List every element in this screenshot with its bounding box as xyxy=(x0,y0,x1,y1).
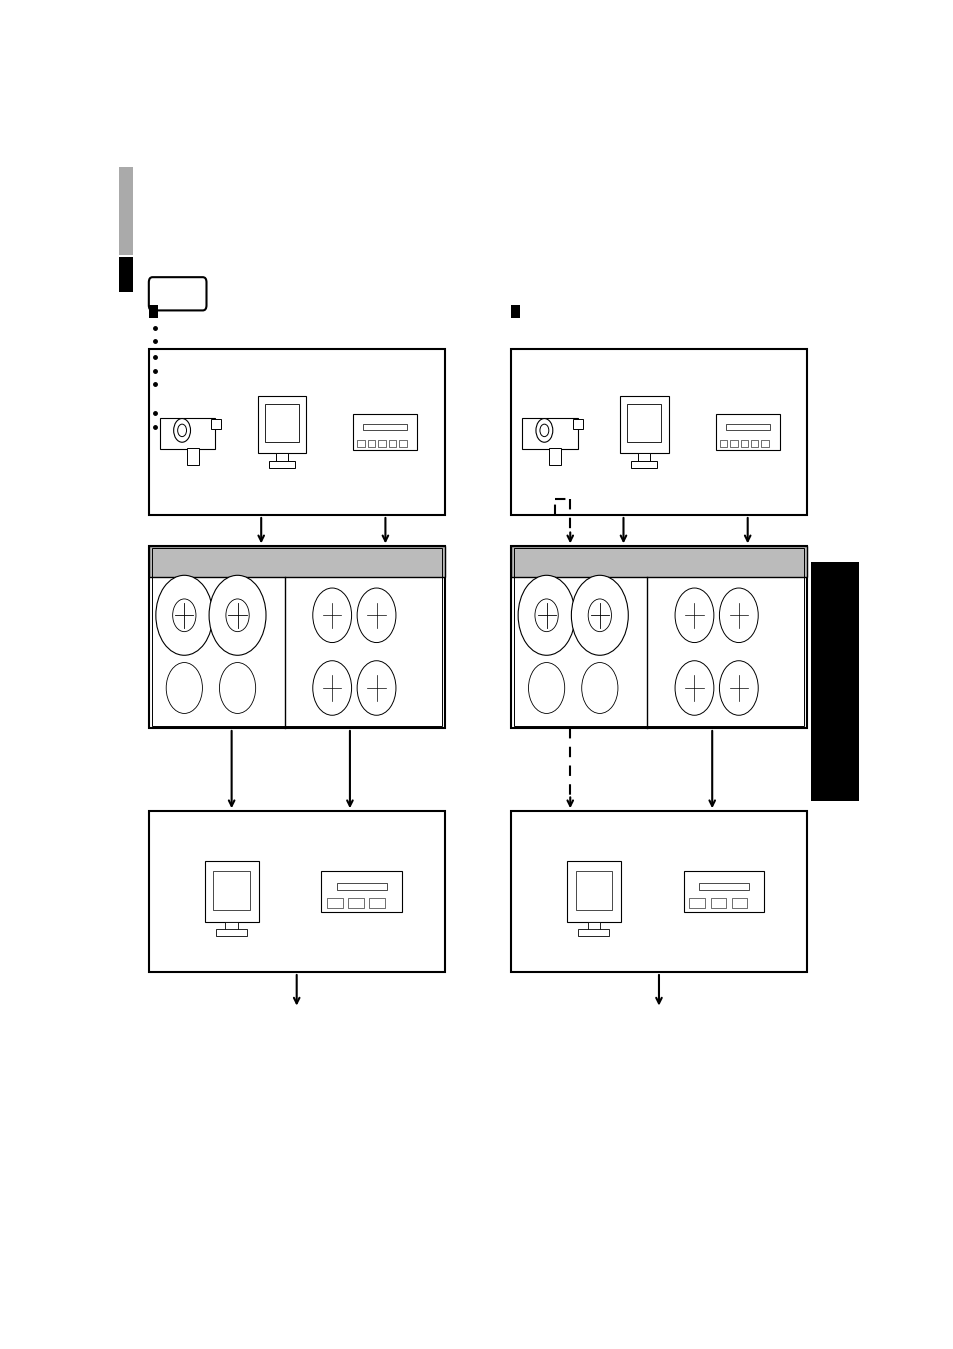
Bar xyxy=(264,405,298,442)
Bar xyxy=(119,167,132,255)
Bar xyxy=(731,898,746,908)
Bar xyxy=(511,546,806,728)
Bar xyxy=(205,861,258,923)
Bar xyxy=(149,811,444,973)
Bar xyxy=(152,548,441,726)
Circle shape xyxy=(528,662,564,714)
Bar xyxy=(369,898,384,908)
Bar xyxy=(511,349,806,515)
Bar xyxy=(398,440,406,448)
Bar xyxy=(740,440,747,448)
Bar xyxy=(683,871,763,912)
Bar xyxy=(810,561,858,801)
Bar xyxy=(388,440,395,448)
Bar xyxy=(354,414,416,451)
Circle shape xyxy=(173,418,191,442)
Circle shape xyxy=(313,661,352,715)
Bar xyxy=(750,440,758,448)
Bar xyxy=(363,424,407,430)
Circle shape xyxy=(539,424,548,437)
Bar xyxy=(368,440,375,448)
Bar xyxy=(211,418,221,429)
Bar xyxy=(578,929,609,936)
Bar xyxy=(630,461,657,468)
Bar xyxy=(149,546,444,577)
Bar xyxy=(521,418,577,449)
Bar xyxy=(216,929,247,936)
Circle shape xyxy=(675,588,713,642)
Bar xyxy=(149,546,444,728)
Circle shape xyxy=(356,588,395,642)
Bar xyxy=(566,861,620,923)
Circle shape xyxy=(155,575,213,656)
Bar xyxy=(587,921,599,929)
Circle shape xyxy=(719,661,758,715)
Bar xyxy=(575,871,612,911)
Bar xyxy=(348,898,363,908)
Bar xyxy=(710,898,725,908)
Bar xyxy=(511,811,806,973)
Bar xyxy=(149,349,444,515)
Bar xyxy=(573,418,582,429)
Bar xyxy=(225,921,237,929)
Bar xyxy=(626,405,660,442)
Bar xyxy=(269,461,294,468)
Circle shape xyxy=(536,418,552,442)
Bar xyxy=(275,453,288,463)
Circle shape xyxy=(571,575,628,656)
Bar xyxy=(257,395,306,453)
Circle shape xyxy=(535,599,558,631)
Bar xyxy=(357,440,365,448)
Bar xyxy=(699,882,748,890)
Bar xyxy=(689,898,704,908)
Bar xyxy=(327,898,342,908)
Circle shape xyxy=(226,599,249,631)
Bar xyxy=(514,548,803,726)
Bar xyxy=(729,440,737,448)
Bar xyxy=(760,440,768,448)
Circle shape xyxy=(219,662,255,714)
Circle shape xyxy=(675,661,713,715)
Bar xyxy=(119,258,132,291)
Bar xyxy=(719,440,726,448)
FancyBboxPatch shape xyxy=(149,277,206,310)
Bar xyxy=(336,882,386,890)
Circle shape xyxy=(356,661,395,715)
Circle shape xyxy=(172,599,195,631)
Bar xyxy=(377,440,385,448)
Circle shape xyxy=(209,575,266,656)
Circle shape xyxy=(166,662,202,714)
Bar xyxy=(160,418,215,449)
Bar xyxy=(187,448,198,464)
Bar xyxy=(715,414,779,451)
Bar xyxy=(511,546,806,577)
Circle shape xyxy=(719,588,758,642)
Bar xyxy=(321,871,402,912)
Bar xyxy=(725,424,769,430)
Bar xyxy=(149,305,157,318)
Circle shape xyxy=(313,588,352,642)
Circle shape xyxy=(581,662,618,714)
Bar xyxy=(619,395,668,453)
Bar xyxy=(511,305,519,318)
Bar xyxy=(548,448,560,464)
Circle shape xyxy=(517,575,575,656)
Circle shape xyxy=(588,599,611,631)
Bar xyxy=(213,871,250,911)
Circle shape xyxy=(177,424,187,437)
Bar xyxy=(638,453,650,463)
